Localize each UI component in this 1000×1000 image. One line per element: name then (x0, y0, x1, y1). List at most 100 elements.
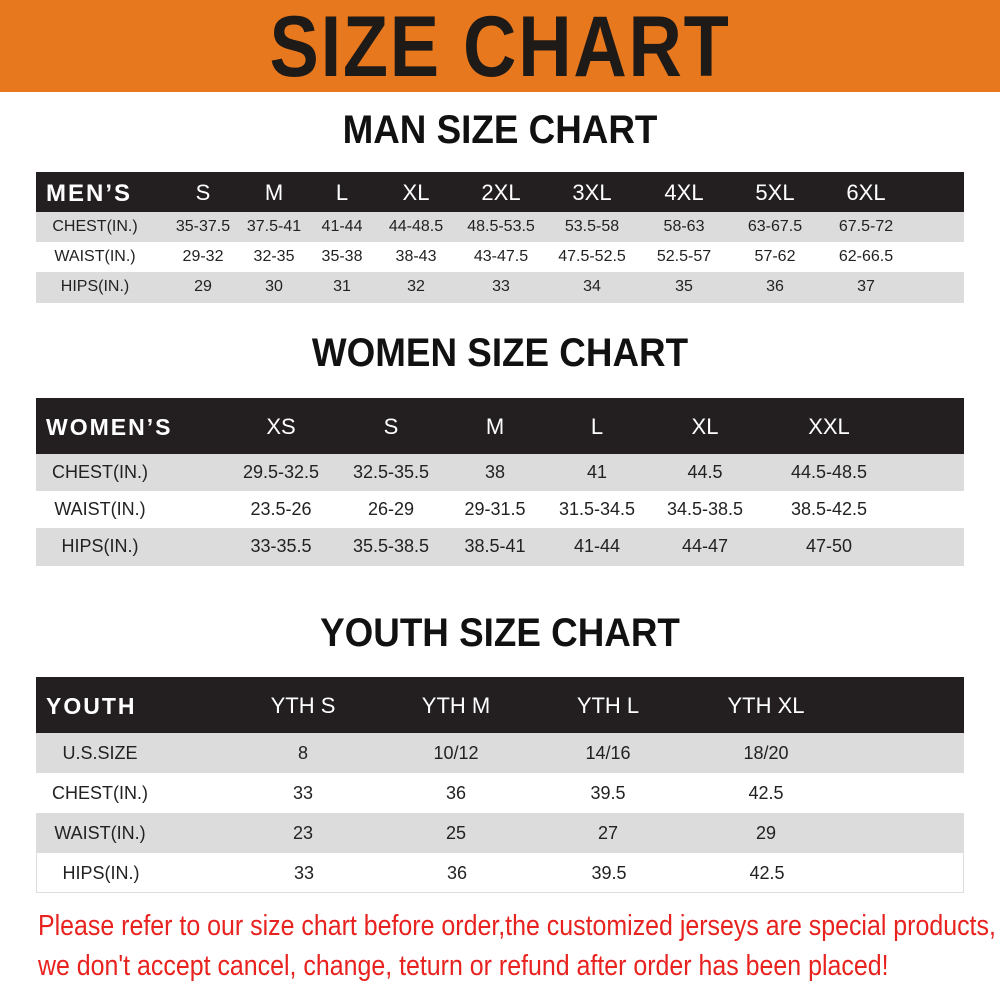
measurement-cell: 33-35.5 (250, 536, 312, 556)
measurement-cell: 39.5 (590, 783, 626, 803)
size-column-header: L (590, 414, 604, 439)
row-label: WAIST(IN.) (54, 248, 136, 265)
row-label: CHEST(IN.) (52, 783, 148, 803)
size-column-header: XXL (808, 414, 850, 439)
row-label: HIPS(IN.) (60, 278, 130, 295)
measurement-cell: 53.5-58 (564, 218, 620, 235)
size-column-header: 5XL (755, 180, 795, 205)
measurement-cell: 37.5-41 (246, 218, 302, 235)
measurement-cell: 38 (484, 462, 506, 482)
table-row: CHEST(IN.) 29.5-32.5 32.5-35.5 38 41 44.5 44.5… (36, 454, 964, 491)
youth-section-title: YOUTH SIZE CHART (320, 611, 680, 655)
table-row: HIPS(IN.) 29 30 31 32 33 34 35 36 37 (36, 272, 964, 303)
table-row: HIPS(IN.) 33 36 39.5 42.5 (36, 853, 964, 893)
table-row: WAIST(IN.) 23.5-26 26-29 29-31.5 31.5-34.5 34… (36, 491, 964, 528)
measurement-cell: 14/16 (585, 743, 631, 763)
measurement-cell: 42.5 (749, 863, 785, 883)
measurement-cell: 29-31.5 (464, 499, 526, 519)
size-column-header: YTH L (576, 693, 640, 718)
row-label: U.S.SIZE (62, 743, 138, 763)
measurement-cell: 27 (597, 823, 619, 843)
measurement-cell: 63-67.5 (747, 218, 803, 235)
size-column-header: M (264, 180, 284, 205)
measurement-cell: 32 (407, 278, 425, 295)
measurement-cell: 36 (445, 783, 467, 803)
measurement-cell: 67.5-72 (838, 218, 894, 235)
measurement-cell: 58-63 (663, 218, 705, 235)
measurement-cell: 44.5-48.5 (790, 462, 868, 482)
measurement-cell: 29.5-32.5 (242, 462, 320, 482)
measurement-cell: 25 (445, 823, 467, 843)
size-column-header: S (383, 414, 399, 439)
measurement-cell: 29-32 (182, 248, 224, 265)
measurement-cell: 47-50 (805, 536, 853, 556)
page-title: SIZE CHART (269, 0, 731, 95)
measurement-cell: 33 (492, 278, 510, 295)
women-section-title: WOMEN SIZE CHART (311, 331, 689, 375)
table-header-label: YOUTH (46, 693, 137, 719)
measurement-cell: 33 (292, 783, 314, 803)
size-column-header: YTH XL (727, 693, 805, 718)
table-row: U.S.SIZE 8 10/12 14/16 18/20 (36, 733, 964, 773)
measurement-cell: 44-47 (681, 536, 729, 556)
measurement-cell: 29 (755, 823, 777, 843)
table-header-row: MEN’S S M L XL 2XL 3XL 4XL 5XL 6XL (36, 172, 964, 212)
table-row: HIPS(IN.) 33-35.5 35.5-38.5 38.5-41 41-44 44-… (36, 528, 964, 566)
measurement-cell: 41 (586, 462, 608, 482)
measurement-cell: 43-47.5 (473, 248, 529, 265)
row-label: HIPS(IN.) (62, 863, 140, 883)
measurement-cell: 41-44 (573, 536, 621, 556)
table-row: CHEST(IN.) 33 36 39.5 42.5 (36, 773, 964, 813)
measurement-cell: 35.5-38.5 (352, 536, 430, 556)
row-label: WAIST(IN.) (54, 499, 146, 519)
size-column-header: YTH S (270, 693, 336, 718)
notice-line-1: Please refer to our size chart before or… (38, 910, 996, 942)
measurement-cell: 57-62 (754, 248, 796, 265)
measurement-cell: 33 (293, 863, 315, 883)
size-column-header: YTH M (421, 693, 491, 718)
measurement-cell: 32-35 (253, 248, 295, 265)
table-header-row: WOMEN’S XS S M L XL XXL (36, 398, 964, 454)
measurement-cell: 48.5-53.5 (467, 218, 535, 235)
header-banner: SIZE CHART (0, 0, 1000, 92)
size-column-header: 6XL (846, 180, 886, 205)
size-column-header: XS (266, 414, 296, 439)
measurement-cell: 31 (333, 278, 351, 295)
measurement-cell: 42.5 (748, 783, 784, 803)
measurement-cell: 34.5-38.5 (666, 499, 744, 519)
measurement-cell: 10/12 (433, 743, 479, 763)
measurement-cell: 8 (297, 743, 309, 763)
notice-line-2: we don't accept cancel, change, teturn o… (38, 950, 889, 982)
measurement-cell: 44.5 (687, 462, 723, 482)
size-column-header: S (195, 180, 211, 205)
row-label: HIPS(IN.) (61, 536, 139, 556)
size-column-header: XL (402, 180, 430, 205)
table-row: WAIST(IN.) 29-32 32-35 35-38 38-43 43-47.5 47.… (36, 242, 964, 272)
size-column-header: XL (691, 414, 719, 439)
table-header-label: WOMEN’S (46, 414, 173, 440)
measurement-cell: 34 (583, 278, 601, 295)
size-column-header: 2XL (481, 180, 521, 205)
measurement-cell: 35 (675, 278, 693, 295)
table-header-row: YOUTH YTH S YTH M YTH L YTH XL (36, 677, 964, 733)
men-section-title: MAN SIZE CHART (342, 108, 658, 152)
table-header-label: MEN’S (46, 180, 133, 207)
size-column-header: M (485, 414, 505, 439)
table-row: CHEST(IN.) 35-37.5 37.5-41 41-44 44-48.5 48.5… (36, 212, 964, 242)
measurement-cell: 52.5-57 (656, 248, 712, 265)
measurement-cell: 26-29 (367, 499, 415, 519)
measurement-cell: 32.5-35.5 (352, 462, 430, 482)
measurement-cell: 23 (292, 823, 314, 843)
measurement-cell: 38-43 (395, 248, 437, 265)
measurement-cell: 36 (766, 278, 784, 295)
measurement-cell: 38.5-42.5 (790, 499, 868, 519)
measurement-cell: 44-48.5 (388, 218, 444, 235)
measurement-cell: 47.5-52.5 (558, 248, 626, 265)
measurement-cell: 31.5-34.5 (558, 499, 636, 519)
size-column-header: 4XL (664, 180, 704, 205)
row-label: CHEST(IN.) (52, 462, 148, 482)
measurement-cell: 18/20 (743, 743, 789, 763)
measurement-cell: 35-37.5 (175, 218, 231, 235)
measurement-cell: 39.5 (591, 863, 627, 883)
table-row: WAIST(IN.) 23 25 27 29 (36, 813, 964, 853)
